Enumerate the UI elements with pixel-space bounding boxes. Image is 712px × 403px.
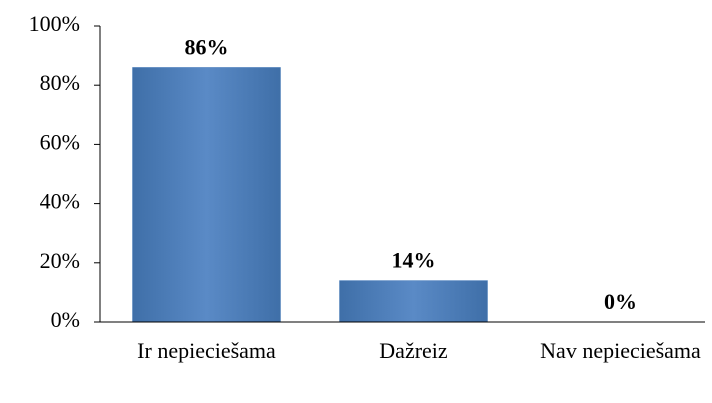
bar xyxy=(132,67,281,323)
y-tick-label: 0% xyxy=(51,307,80,332)
y-tick-label: 100% xyxy=(29,11,80,36)
x-tick-label: Dažreiz xyxy=(379,338,448,363)
x-tick-label: Nav nepieciešama xyxy=(540,338,701,363)
y-tick-label: 40% xyxy=(40,189,80,214)
y-tick-label: 80% xyxy=(40,70,80,95)
data-label: 86% xyxy=(185,34,229,59)
x-tick-label: Ir nepieciešama xyxy=(137,338,276,363)
y-tick-label: 20% xyxy=(40,248,80,273)
y-tick-label: 60% xyxy=(40,129,80,154)
data-label: 0% xyxy=(604,289,637,314)
bar xyxy=(339,280,488,323)
data-label: 14% xyxy=(392,248,436,273)
